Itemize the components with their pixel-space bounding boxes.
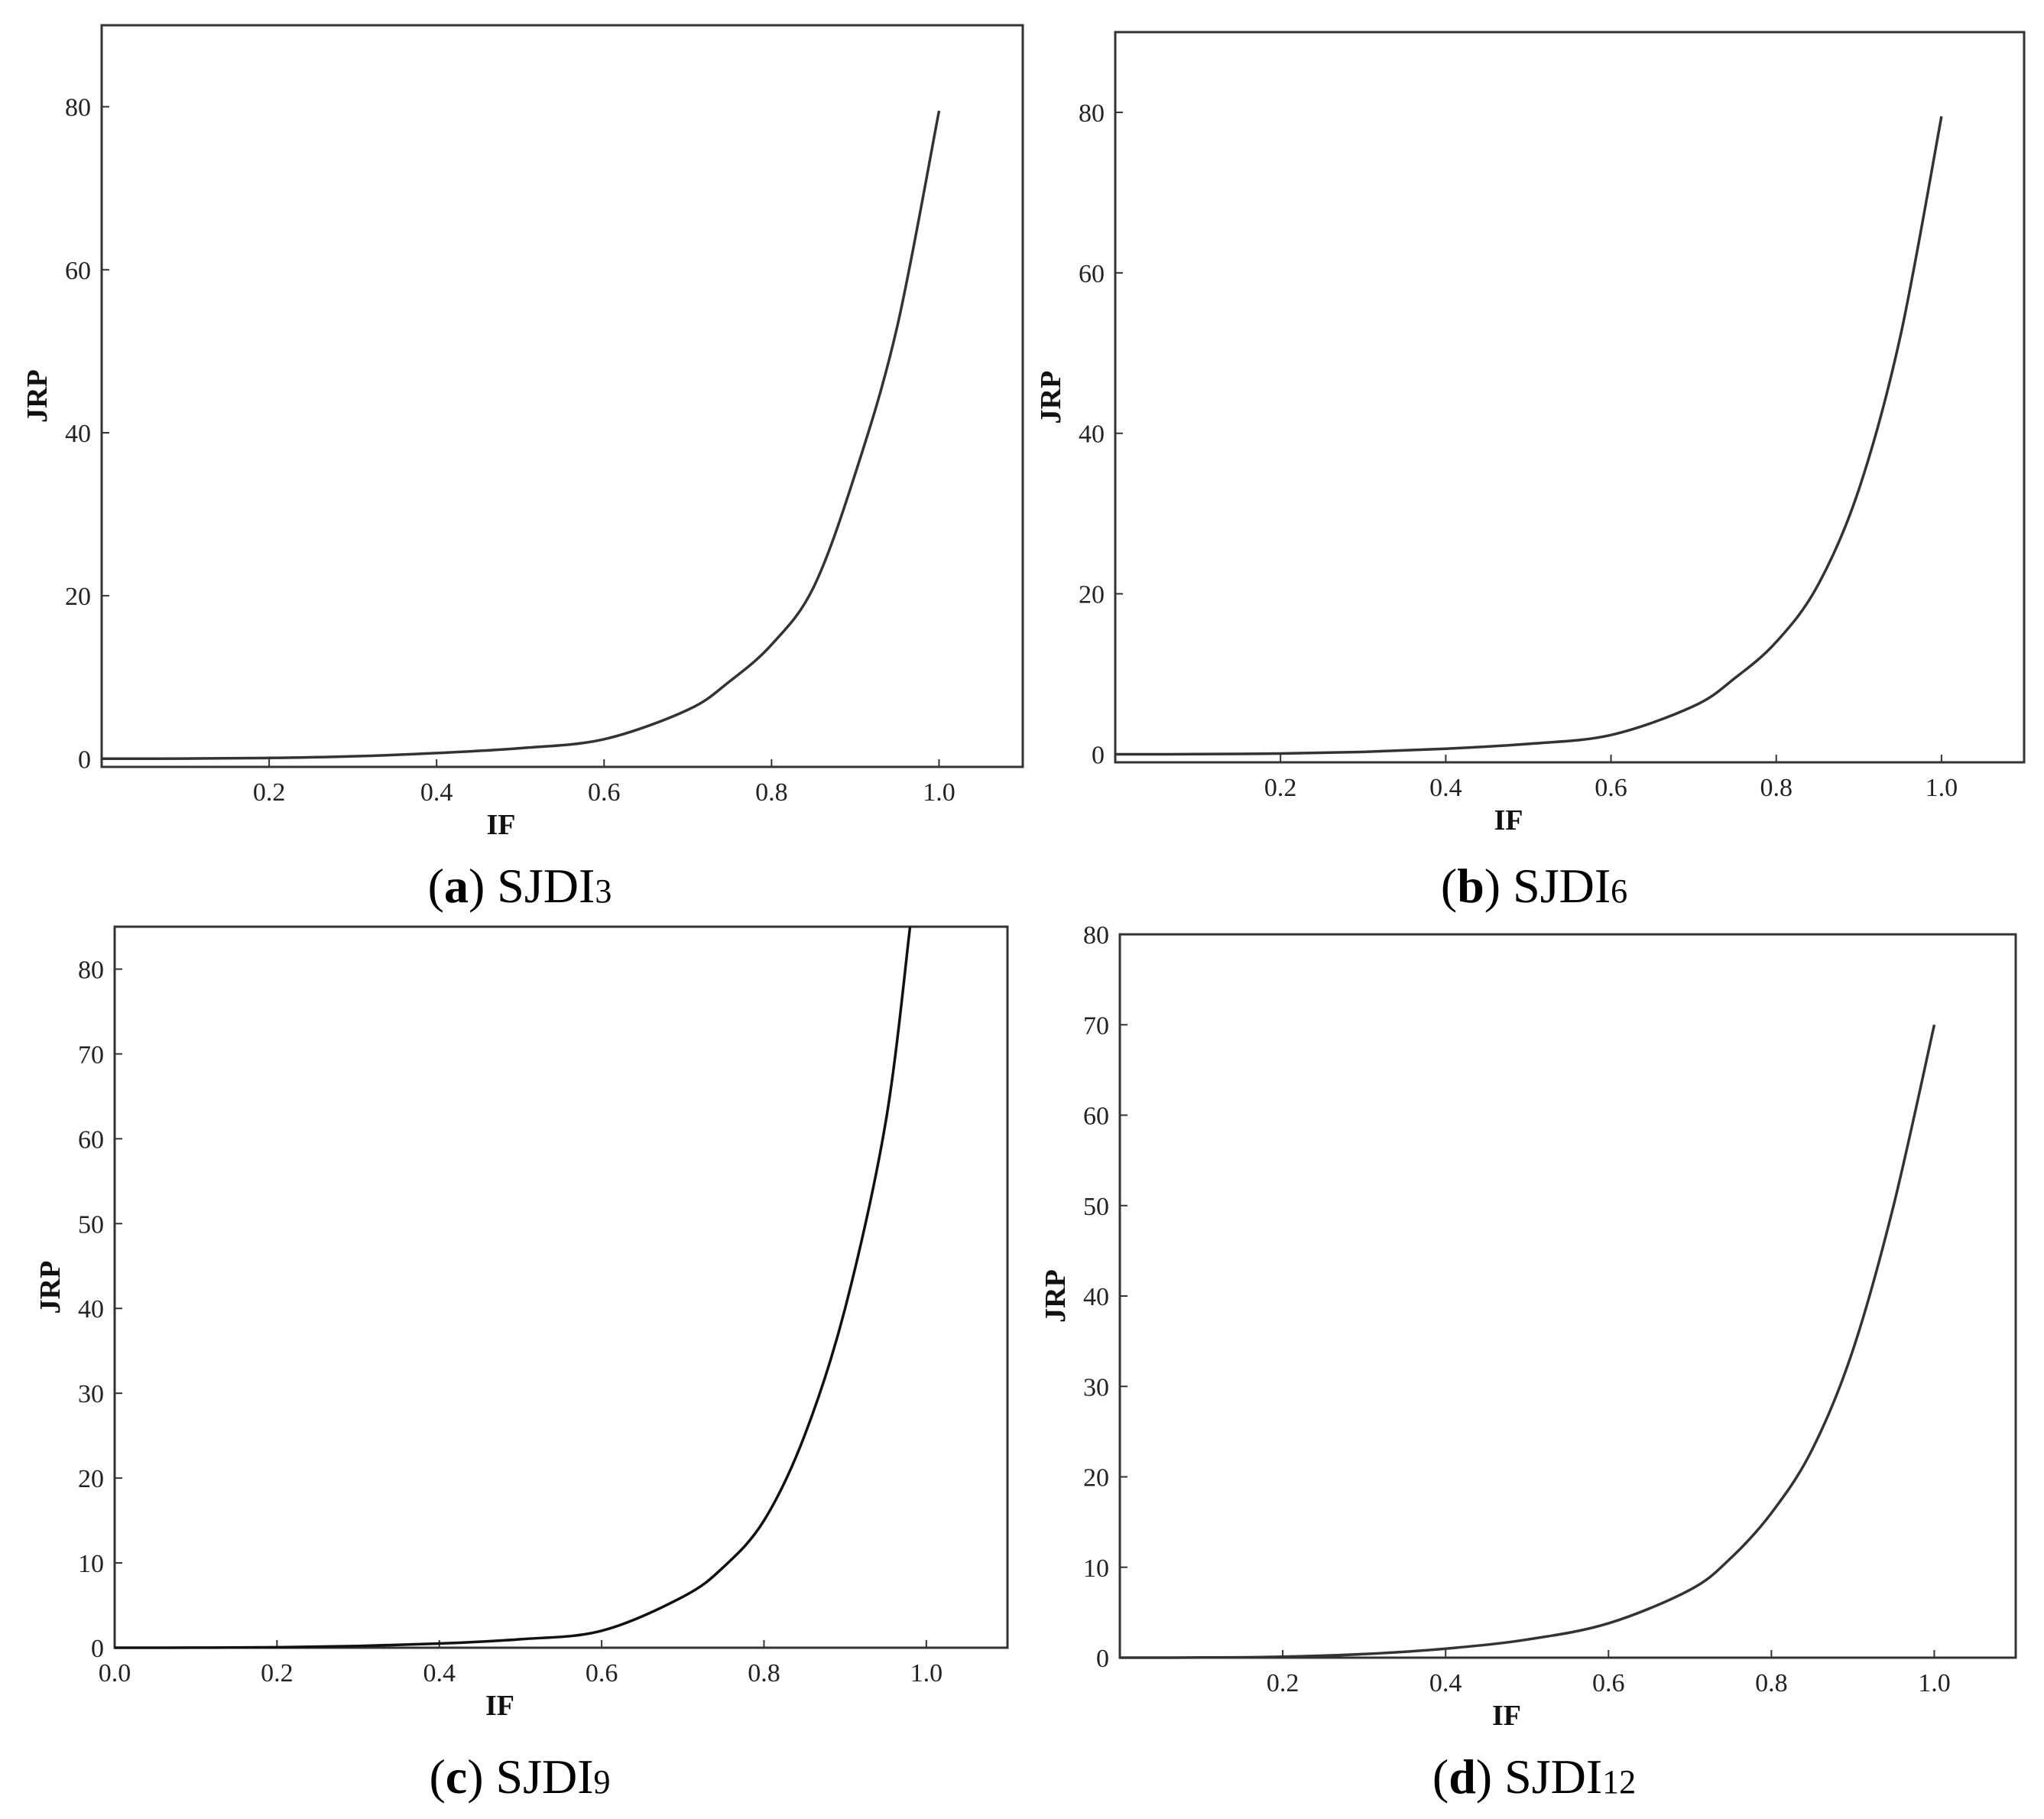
caption-subscript: 6 [1611,872,1627,910]
caption-name: SJDI [1501,859,1611,913]
y-axis-title: JRP [1040,1269,1072,1323]
caption-open: ( [1432,1749,1449,1804]
y-tick-label: 80 [1083,921,1109,950]
x-tick-label: 0.6 [586,1659,618,1687]
x-tick-label: 0.0 [99,1659,131,1687]
panel-caption: (d) SJDI12 [1432,1749,1636,1804]
y-tick-label: 40 [1079,421,1105,449]
x-tick-label: 0.2 [253,778,286,807]
y-tick-label: 10 [78,1550,104,1578]
y-tick-label: 80 [1079,99,1105,128]
x-tick-label: 0.4 [1429,1669,1462,1697]
caption-close: ) [1476,1749,1492,1804]
x-axis-title: IF [1494,804,1523,836]
y-tick-label: 70 [1083,1012,1109,1040]
y-tick-label: 50 [1083,1193,1109,1221]
y-tick-label: 80 [65,94,91,122]
y-tick-label: 20 [65,583,91,611]
series-line-0 [101,110,941,761]
caption-subscript: 3 [595,872,612,910]
caption-close: ) [1484,859,1501,913]
y-axis-title: JRP [1035,371,1067,424]
caption-name: SJDI [1492,1749,1602,1804]
x-axis-title: IF [487,809,516,841]
series-line-0 [1119,1024,1936,1659]
x-tick-label: 0.6 [1592,1669,1625,1697]
y-tick-label: 60 [78,1126,104,1154]
plot-frame [1114,31,2026,764]
chart-panel-a: 0.2 0.4 0.6 0.8 1.0 0 20 40 60 80 IF JRP (a) SJDI3 [21,24,1024,913]
caption-letter: c [446,1749,467,1804]
series-line-0 [1114,115,1943,756]
y-tick-label: 50 [78,1210,104,1239]
y-tick-label: 40 [1083,1283,1109,1311]
x-tick-label: 0.8 [748,1659,780,1687]
chart-panel-b: 0.2 0.4 0.6 0.8 1.0 0 20 40 60 80 IF JRP (b) SJDI6 [1035,31,2026,913]
x-axis-title: IF [1492,1700,1521,1732]
x-tick-label: 0.4 [1429,774,1462,802]
x-tick-label: 0.2 [1264,774,1297,802]
x-tick-label: 1.0 [910,1659,943,1687]
y-tick-label: 30 [1083,1373,1109,1402]
caption-subscript: 12 [1602,1763,1636,1801]
caption-name: SJDI [485,859,595,913]
y-axis-title: JRP [21,369,54,423]
plot-frame [100,24,1024,768]
x-tick-label: 1.0 [1918,1669,1951,1697]
y-tick-label: 0 [78,745,91,774]
y-tick-label: 0 [1096,1645,1109,1673]
x-tick-label: 0.6 [1595,774,1627,802]
y-tick-label: 40 [65,420,91,448]
caption-name: SJDI [484,1749,594,1804]
y-tick-label: 80 [78,956,104,984]
y-tick-label: 0 [1092,742,1105,770]
caption-letter: b [1457,859,1484,913]
caption-close: ) [469,859,485,913]
x-tick-label: 0.8 [755,778,788,807]
chart-panel-d: 0.2 0.4 0.6 0.8 1.0 0 10 20 30 40 50 60 70 80 IF JRP (d)… [1040,921,2017,1804]
x-tick-label: 0.8 [1760,774,1793,802]
caption-open: ( [1441,859,1457,913]
panel-caption: (b) SJDI6 [1441,859,1627,913]
y-tick-label: 20 [1079,581,1105,609]
x-tick-label: 0.6 [588,778,621,807]
y-tick-label: 20 [78,1465,104,1493]
caption-close: ) [467,1749,483,1804]
x-tick-label: 0.8 [1755,1669,1788,1697]
y-tick-label: 10 [1083,1554,1109,1583]
caption-letter: a [444,859,469,913]
y-tick-label: 20 [1083,1464,1109,1493]
x-tick-label: 0.4 [423,1659,456,1687]
x-tick-label: 1.0 [923,778,955,807]
y-tick-label: 0 [91,1635,104,1663]
series-line-0 [114,926,912,1649]
y-tick-label: 60 [1083,1103,1109,1131]
y-axis-title: JRP [34,1261,67,1314]
plot-frame [1118,933,2017,1659]
panel-caption: (a) SJDI3 [428,859,612,913]
y-tick-label: 60 [1079,260,1105,288]
x-axis-title: IF [485,1690,514,1722]
panel-caption: (c) SJDI9 [429,1749,610,1804]
caption-open: ( [428,859,444,913]
x-tick-label: 0.2 [261,1659,294,1687]
caption-letter: d [1449,1749,1476,1804]
plot-frame [113,925,1009,1649]
caption-open: ( [429,1749,445,1804]
chart-panel-c: 0.0 0.2 0.4 0.6 0.8 1.0 0 10 20 30 40 50 60 70 80 IF JRP… [34,925,1009,1804]
y-tick-label: 40 [78,1295,104,1324]
y-tick-label: 30 [78,1380,104,1408]
x-tick-label: 0.2 [1267,1669,1299,1697]
y-tick-label: 70 [78,1041,104,1069]
x-tick-label: 0.4 [420,778,453,807]
x-tick-label: 1.0 [1926,774,1958,802]
caption-subscript: 9 [594,1763,611,1801]
y-tick-label: 60 [65,257,91,285]
